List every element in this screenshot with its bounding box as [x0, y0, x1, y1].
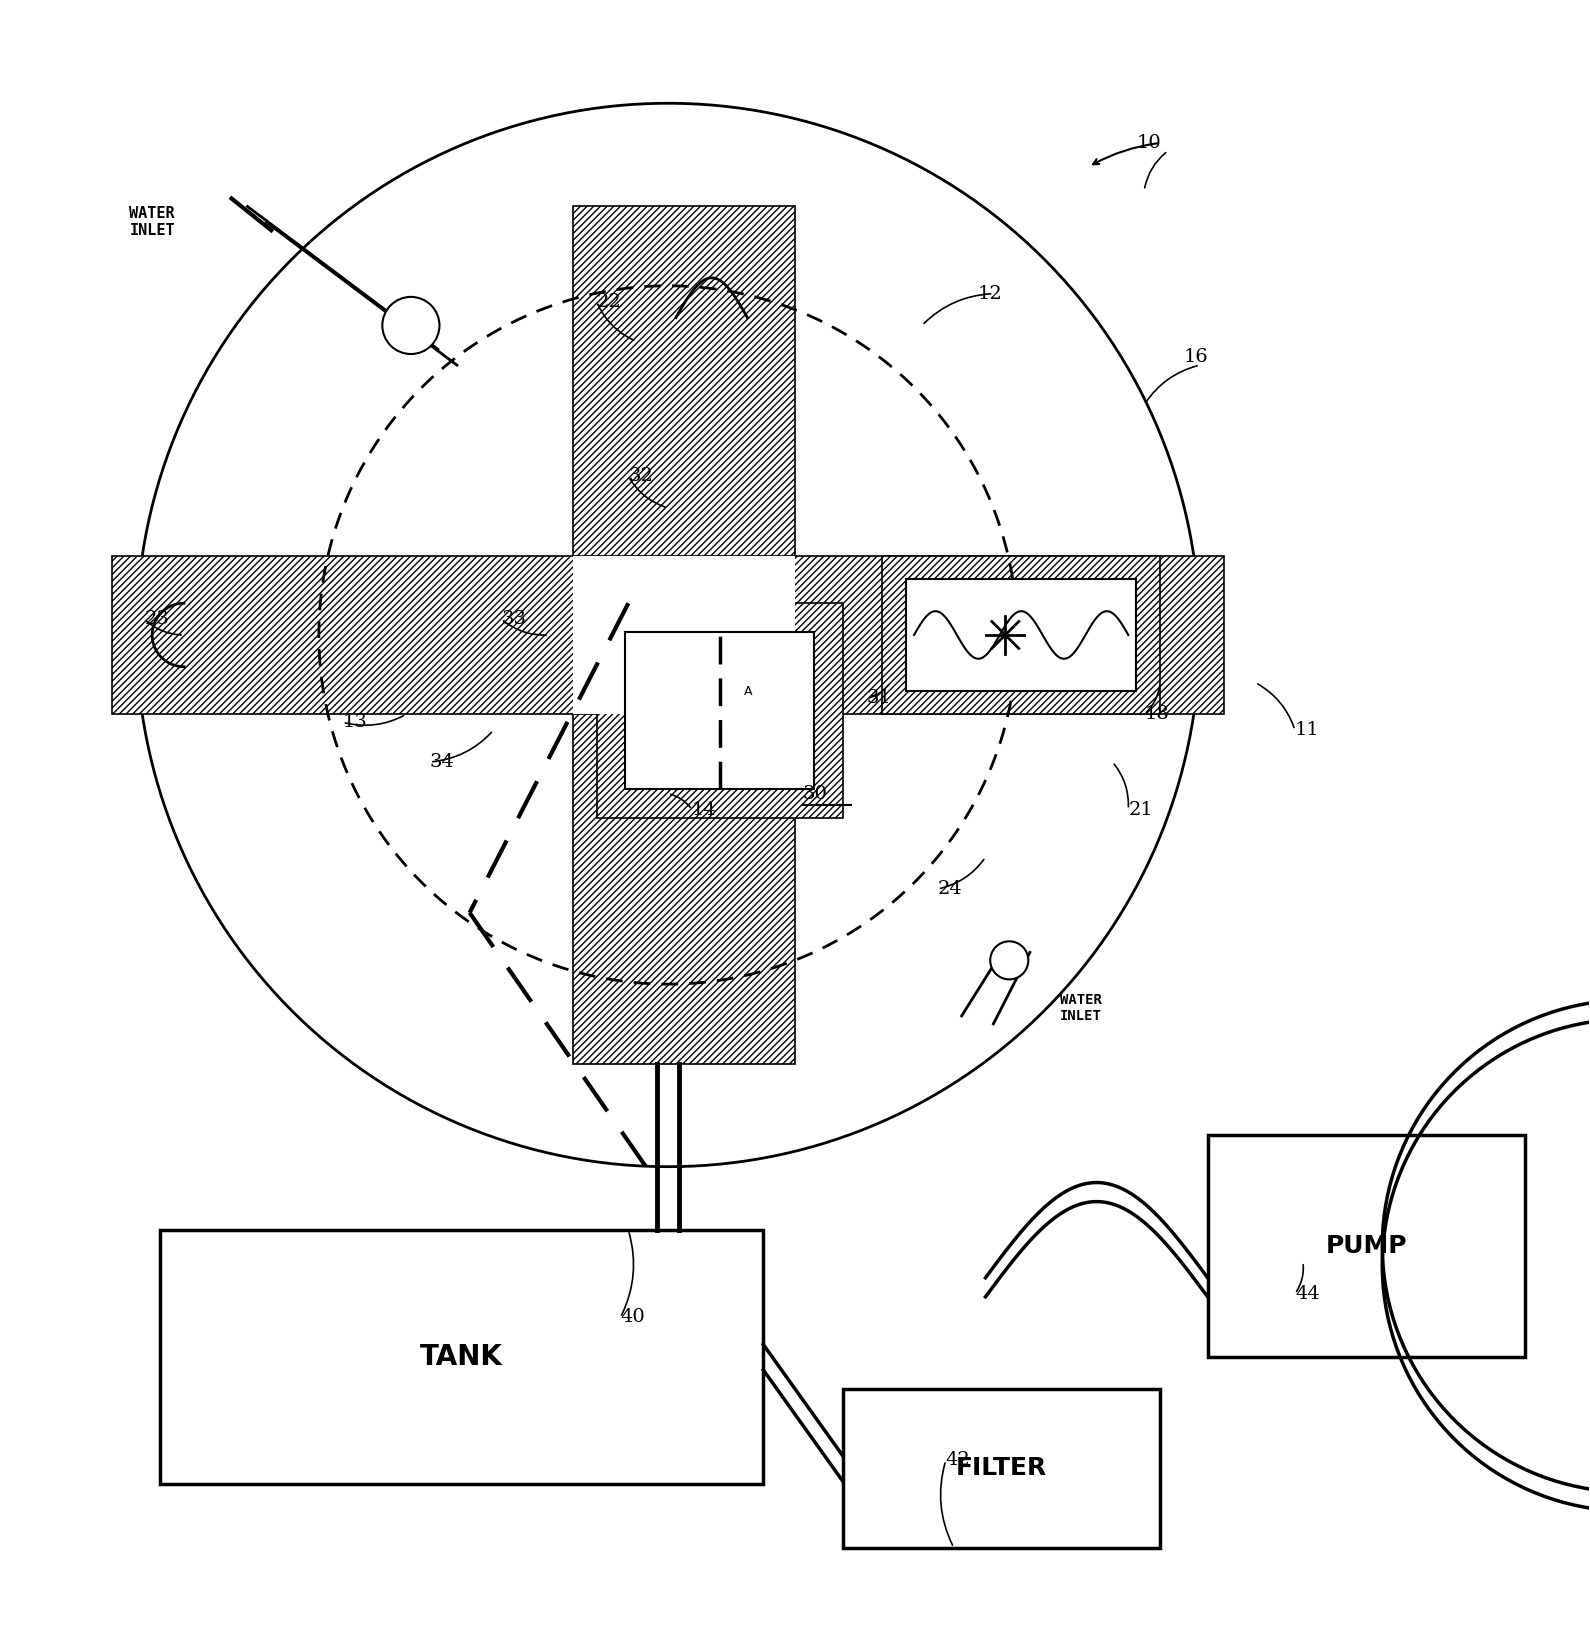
- Text: 40: 40: [620, 1308, 646, 1326]
- Text: 10: 10: [1137, 134, 1161, 152]
- Text: 31: 31: [867, 690, 892, 708]
- Bar: [596, 603, 843, 818]
- Text: PUMP: PUMP: [1326, 1234, 1407, 1257]
- Text: TANK: TANK: [420, 1344, 502, 1372]
- Text: 14: 14: [692, 801, 717, 819]
- Text: 22: 22: [596, 293, 622, 311]
- Text: WATER
INLET: WATER INLET: [129, 206, 175, 239]
- Bar: [625, 631, 814, 790]
- Circle shape: [382, 298, 439, 355]
- Text: WATER
INLET: WATER INLET: [1061, 992, 1102, 1024]
- Text: 16: 16: [1185, 348, 1208, 366]
- Text: A: A: [744, 685, 752, 698]
- Text: 42: 42: [946, 1452, 970, 1470]
- Text: 44: 44: [1294, 1285, 1320, 1303]
- Text: 13: 13: [342, 713, 367, 731]
- Bar: [572, 206, 795, 1063]
- Text: 12: 12: [978, 284, 1002, 302]
- Bar: [161, 1230, 763, 1485]
- Bar: [843, 1388, 1161, 1548]
- Circle shape: [991, 942, 1029, 979]
- Bar: [906, 579, 1137, 690]
- Text: 21: 21: [1129, 801, 1153, 819]
- Bar: [1208, 1135, 1525, 1357]
- Bar: [882, 556, 1161, 714]
- Bar: [113, 556, 1224, 714]
- Text: 30: 30: [803, 785, 828, 803]
- Text: 24: 24: [938, 880, 962, 898]
- Text: 34: 34: [429, 754, 455, 772]
- Text: FILTER: FILTER: [956, 1457, 1046, 1480]
- Text: 23: 23: [145, 610, 169, 628]
- Text: 11: 11: [1294, 721, 1320, 739]
- Text: 32: 32: [628, 468, 653, 486]
- Text: 33: 33: [501, 610, 526, 628]
- Text: 18: 18: [1145, 705, 1169, 723]
- Bar: [572, 556, 795, 714]
